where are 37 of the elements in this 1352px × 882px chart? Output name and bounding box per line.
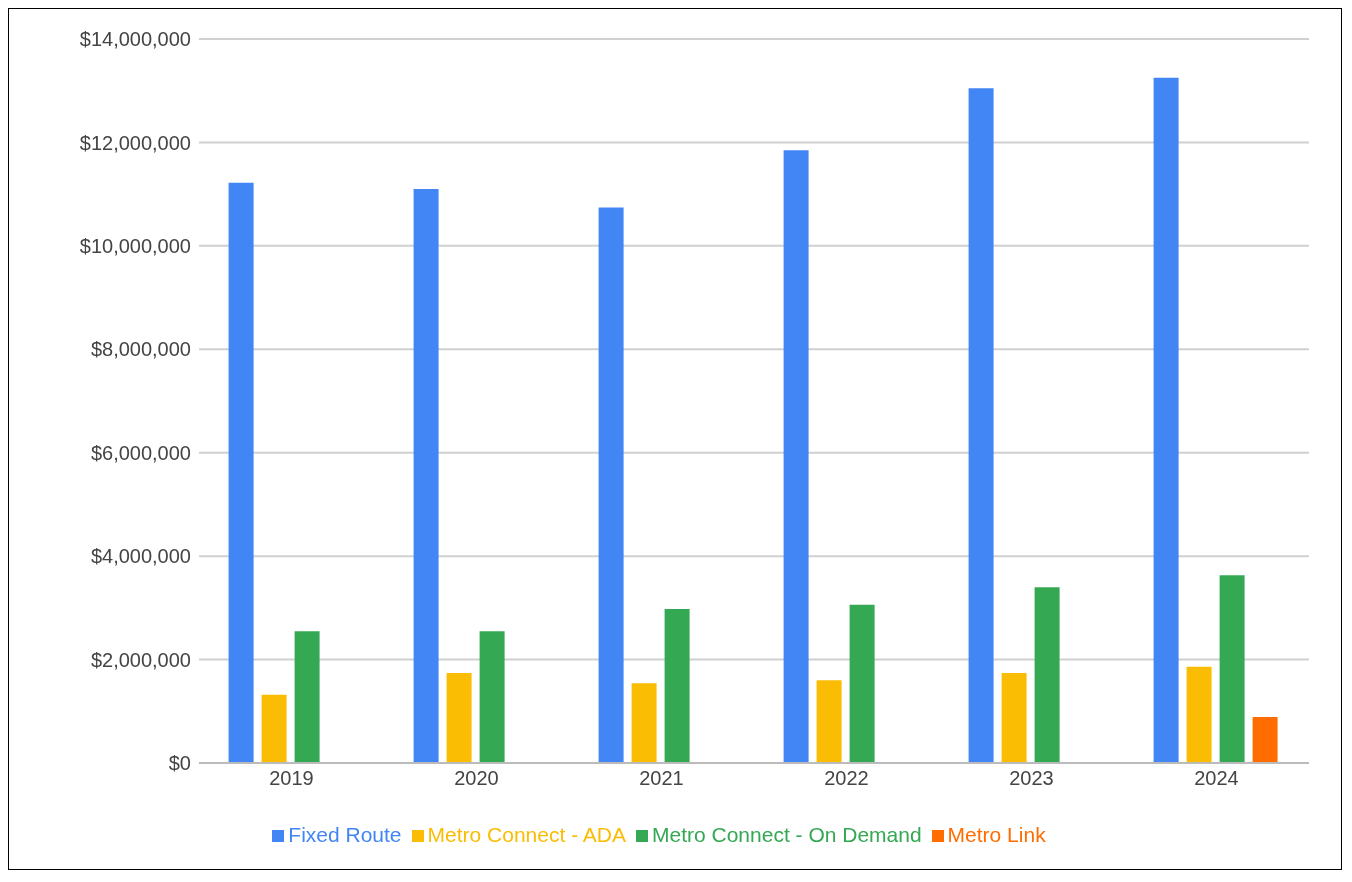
bar — [968, 88, 994, 763]
bar — [479, 631, 505, 763]
bar — [1153, 77, 1179, 763]
bar — [261, 694, 287, 763]
y-tick-label: $8,000,000 — [90, 338, 191, 361]
y-tick-label: $6,000,000 — [90, 441, 191, 464]
bar — [631, 683, 657, 763]
bar — [294, 631, 320, 763]
bar — [1034, 587, 1060, 763]
bar — [1186, 666, 1212, 763]
y-tick-label: $4,000,000 — [90, 545, 191, 568]
bar — [1252, 716, 1278, 763]
bar — [849, 604, 875, 763]
x-tick-label: 2023 — [1009, 767, 1054, 790]
bar — [598, 207, 624, 763]
x-tick-label: 2022 — [824, 767, 869, 790]
y-tick-label: $12,000,000 — [79, 131, 191, 154]
bar — [446, 673, 472, 763]
legend-label: Metro Connect - ADA — [427, 823, 626, 846]
bar — [413, 188, 439, 763]
bar — [228, 182, 254, 763]
x-tick-label: 2024 — [1194, 767, 1239, 790]
bar — [783, 150, 809, 763]
legend-label: Metro Link — [947, 823, 1046, 846]
y-tick-label: $14,000,000 — [79, 28, 191, 51]
legend-label: Fixed Route — [288, 823, 402, 846]
legend-label: Metro Connect - On Demand — [651, 823, 922, 846]
bar — [816, 680, 842, 763]
bar — [664, 608, 690, 763]
y-tick-label: $10,000,000 — [79, 234, 191, 257]
x-tick-label: 2019 — [269, 767, 314, 790]
bar — [1001, 673, 1027, 763]
bar — [1219, 575, 1245, 763]
y-tick-label: $0 — [168, 752, 191, 775]
x-tick-label: 2020 — [454, 767, 499, 790]
y-tick-label: $2,000,000 — [90, 648, 191, 671]
x-tick-label: 2021 — [639, 767, 684, 790]
